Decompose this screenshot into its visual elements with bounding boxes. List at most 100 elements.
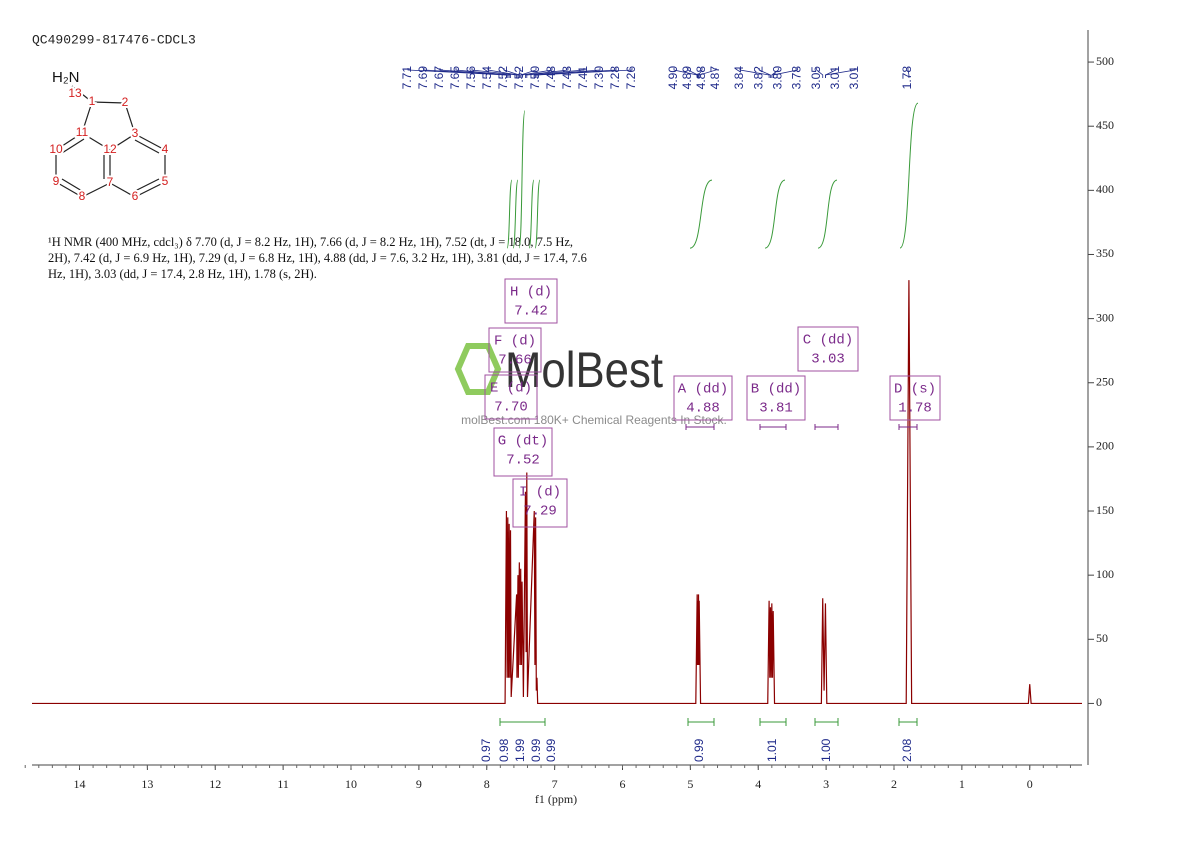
multiplet-box	[746, 375, 806, 421]
integral-label: 1.99	[513, 738, 527, 762]
atom-number: 6	[132, 189, 139, 203]
x-tick-label: 10	[345, 777, 357, 791]
y-tick-label: 350	[1096, 246, 1114, 260]
peak-label: 7.26	[624, 66, 638, 90]
y-tick-label: 450	[1096, 118, 1114, 132]
peak-label: 7.67	[432, 66, 446, 90]
multiplet-box	[889, 375, 941, 421]
atom-number: 10	[49, 142, 63, 156]
y-tick-label: 500	[1096, 54, 1114, 68]
x-tick-label: 1	[959, 777, 965, 791]
multiplet-box	[493, 427, 553, 477]
atom-number: 13	[68, 86, 82, 100]
atom-number: 7	[107, 175, 114, 189]
y-tick-label: 300	[1096, 310, 1114, 324]
multiplet-range	[685, 424, 715, 430]
atom-number: 12	[103, 142, 117, 156]
integral-bracket	[687, 718, 715, 726]
peak-label: 3.05	[809, 66, 823, 90]
multiplet-range	[759, 424, 787, 430]
atom-number: 9	[53, 174, 60, 188]
integral-label: 0.99	[529, 738, 543, 762]
peak-connector	[772, 68, 798, 78]
peak-connector	[816, 68, 824, 78]
amine-label: H₂N	[52, 69, 80, 86]
integral-label: 2.08	[900, 738, 914, 762]
peak-connector	[487, 68, 519, 78]
peak-connector	[535, 68, 617, 78]
y-tick-label: 50	[1096, 631, 1108, 645]
peak-connector	[739, 68, 770, 78]
integral-curve	[764, 179, 786, 249]
atom-number: 2	[122, 95, 129, 109]
multiplet-box	[504, 278, 558, 324]
x-axis-title: f1 (ppm)	[535, 792, 577, 806]
atom-number: 5	[162, 174, 169, 188]
peak-label: 7.41	[576, 66, 590, 90]
multiplet-name: G (dt)	[498, 434, 548, 450]
peak-label: 7.54	[480, 66, 494, 90]
chart-title: QC490299-817476-CDCL3	[32, 32, 196, 47]
multiplet-shift: 7.52	[506, 453, 540, 469]
x-tick-label: 6	[619, 777, 625, 791]
integral-curve	[817, 179, 838, 249]
multiplet-shift: 7.66	[498, 353, 532, 369]
integral-curve	[534, 179, 541, 249]
multiplet-shift: 3.81	[759, 401, 793, 417]
y-tick-label: 250	[1096, 374, 1114, 388]
peak-connector	[771, 68, 779, 78]
peak-label: 7.48	[544, 66, 558, 90]
multiplet-name: E (d)	[490, 381, 532, 397]
structure-bonds	[55, 85, 166, 198]
nmr-description: ¹H NMR (400 MHz, cdcl₃) δ 7.70 (d, J = 8…	[48, 235, 587, 281]
integral-label: 0.99	[692, 738, 706, 762]
peak-connector	[520, 68, 537, 78]
peak-label: 3.01	[847, 66, 861, 90]
peak-connector	[423, 68, 509, 78]
peak-connector	[533, 68, 601, 78]
integral-curve	[512, 179, 519, 249]
integral-bracket	[814, 718, 839, 726]
multiplet-box	[488, 327, 542, 373]
peak-label: 1.78	[900, 66, 914, 90]
multiplet-box	[797, 326, 859, 372]
peak-label: 7.52	[496, 66, 510, 90]
multiplet-box	[673, 375, 733, 421]
multiplet-box	[512, 478, 568, 528]
multiplet-shift: 7.70	[494, 400, 528, 416]
peak-connector	[698, 68, 717, 78]
x-tick-label: 8	[484, 777, 490, 791]
y-tick-label: 100	[1096, 567, 1114, 581]
peak-connector	[907, 68, 910, 78]
integral-label: 1.01	[765, 738, 779, 762]
peak-label: 7.28	[608, 66, 622, 90]
peak-label: 3.84	[732, 66, 746, 90]
x-tick-label: 5	[687, 777, 693, 791]
peak-connector	[471, 68, 518, 78]
y-tick-label: 0	[1096, 695, 1102, 709]
peak-connector	[673, 68, 698, 78]
peak-label: 4.87	[708, 66, 722, 90]
multiplet-range	[898, 424, 918, 430]
peak-label: 4.89	[680, 66, 694, 90]
multiplet-shift: 7.29	[523, 504, 557, 520]
multiplet-shift: 4.88	[686, 401, 720, 417]
peak-label: 7.30	[592, 66, 606, 90]
x-tick-label: 2	[891, 777, 897, 791]
peak-connector	[455, 68, 511, 78]
x-tick-label: 14	[74, 777, 86, 791]
multiplet-name: H (d)	[510, 285, 552, 301]
integral-curve	[899, 102, 919, 249]
integral-label: 1.00	[819, 738, 833, 762]
peak-connector	[825, 68, 856, 78]
watermark-brand: MolBest	[505, 342, 663, 398]
peak-label: 3.80	[771, 66, 785, 90]
multiplet-name: C (dd)	[803, 333, 853, 349]
description-box: ¹H NMR (400 MHz, cdcl₃) δ 7.70 (d, J = 8…	[48, 235, 587, 281]
integral-label: 0.98	[497, 738, 511, 762]
integral-curve	[689, 179, 713, 249]
integral-bracket	[499, 718, 546, 726]
peak-connector	[536, 68, 633, 78]
peak-label: 3.82	[751, 66, 765, 90]
